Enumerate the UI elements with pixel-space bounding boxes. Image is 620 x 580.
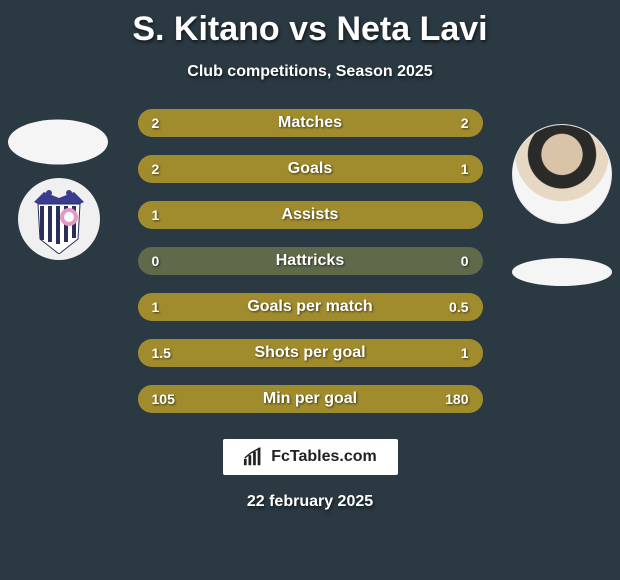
- stat-row: 2 Goals 1: [138, 155, 483, 183]
- stat-label: Matches: [278, 114, 342, 132]
- comparison-title: S. Kitano vs Neta Lavi: [0, 0, 620, 49]
- stat-label: Shots per goal: [254, 344, 365, 362]
- stat-row: 0 Hattricks 0: [138, 247, 483, 275]
- player2-avatar: [512, 124, 612, 224]
- stat-value-right: 180: [445, 391, 468, 407]
- stat-row: 1 Assists: [138, 201, 483, 229]
- stat-value-right: 0: [461, 253, 469, 269]
- stat-row: 1.5 Shots per goal 1: [138, 339, 483, 367]
- stat-value-right: 2: [461, 115, 469, 131]
- fctables-icon: [243, 447, 265, 467]
- stat-row: 2 Matches 2: [138, 109, 483, 137]
- stat-value-left: 2: [152, 115, 160, 131]
- branding-text: FcTables.com: [271, 448, 377, 466]
- stat-row: 1 Goals per match 0.5: [138, 293, 483, 321]
- stat-value-right: 1: [461, 161, 469, 177]
- stat-row: 105 Min per goal 180: [138, 385, 483, 413]
- date-text: 22 february 2025: [0, 493, 620, 511]
- vs-word: vs: [289, 10, 327, 48]
- club-badge-svg: [24, 184, 94, 254]
- stat-value-right: 0.5: [449, 299, 468, 315]
- stat-value-left: 1: [152, 299, 160, 315]
- stat-value-left: 1: [152, 207, 160, 223]
- stat-label: Min per goal: [263, 390, 357, 408]
- player2-name: Neta Lavi: [336, 10, 487, 48]
- stat-label: Goals per match: [247, 298, 372, 316]
- stat-label: Goals: [288, 160, 332, 178]
- stat-value-right: 1: [461, 345, 469, 361]
- subtitle: Club competitions, Season 2025: [0, 63, 620, 81]
- player1-name: S. Kitano: [132, 10, 279, 48]
- stat-value-left: 2: [152, 161, 160, 177]
- stat-value-left: 1.5: [152, 345, 171, 361]
- stat-value-left: 0: [152, 253, 160, 269]
- player1-club-badge: [18, 178, 100, 260]
- player1-avatar: [8, 120, 108, 165]
- branding-badge[interactable]: FcTables.com: [223, 439, 398, 475]
- player2-club-badge: [512, 258, 612, 286]
- stat-label: Assists: [282, 206, 339, 224]
- stat-label: Hattricks: [276, 252, 344, 270]
- stat-value-left: 105: [152, 391, 175, 407]
